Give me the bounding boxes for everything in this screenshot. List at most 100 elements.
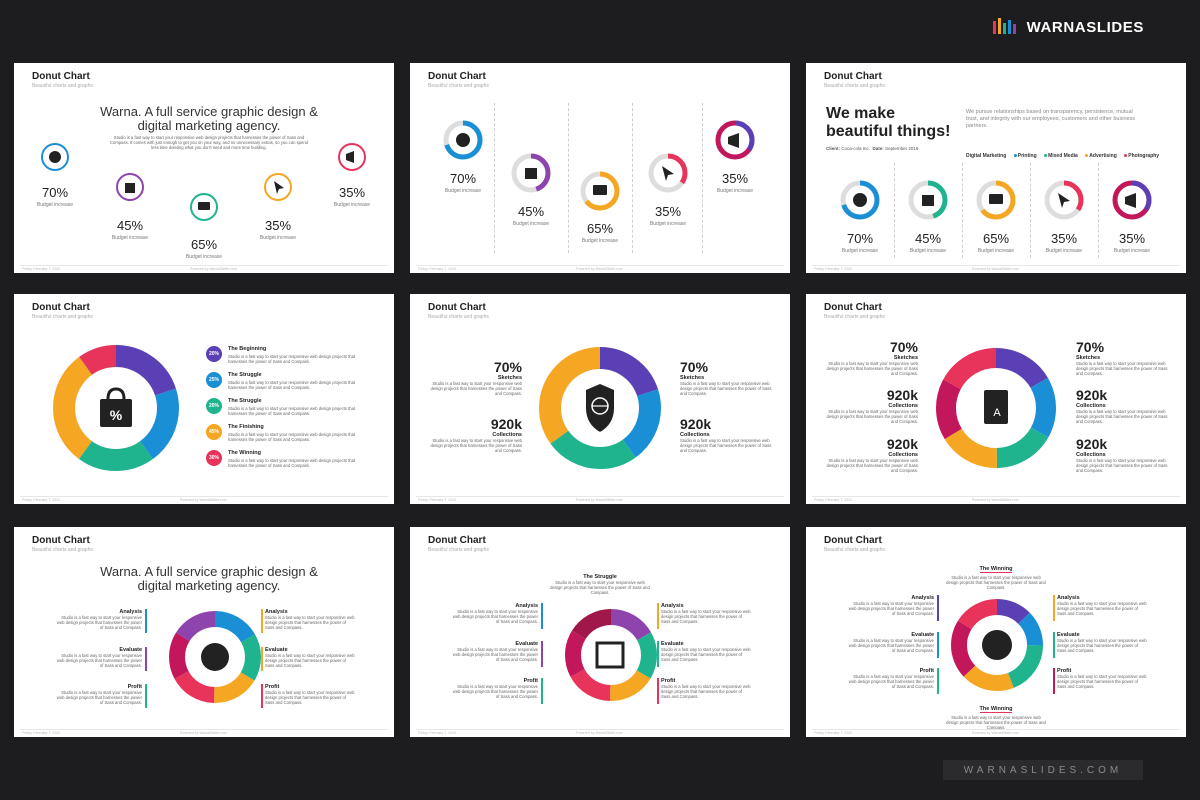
pct-caption: Budget increase: [444, 188, 482, 194]
pct-value: 35%: [1050, 231, 1078, 246]
slide-subtitle: Beautiful charts and graphs: [824, 314, 885, 320]
label-block: Analysis Studio is a fast way to start yo…: [848, 595, 934, 617]
legend-desc: Studio is a fast way to start your respo…: [228, 380, 356, 391]
slide-7[interactable]: Donut Chart Beautiful charts and graphs …: [14, 527, 394, 737]
slide-title: Donut Chart: [32, 71, 90, 82]
top-label-block: The Winning Studio is a fast way to star…: [946, 566, 1046, 591]
footer-credit: Powered by WarnaSlides.com: [576, 498, 623, 502]
shopping-bag-ring-icon: [116, 173, 144, 201]
slide-footer: Friday, February 7, 2020 Powered by Warna…: [812, 496, 1180, 502]
slide-subtitle: Beautiful charts and graphs: [824, 547, 885, 553]
stat-label: Collections: [888, 452, 918, 458]
footer-credit: Powered by WarnaSlides.com: [972, 267, 1019, 271]
brand-logo: WARNASLIDES: [992, 18, 1144, 36]
slide-footer: Friday, February 7, 2020 Powered by Warna…: [416, 496, 784, 502]
footer-credit: Powered by WarnaSlides.com: [180, 731, 227, 735]
label-block: Evaluate Studio is a fast way to start yo…: [661, 641, 751, 663]
donut-chart: [539, 347, 661, 469]
pct-caption: Budget increase: [333, 202, 371, 208]
pct-value: 65%: [190, 237, 218, 252]
cube-icon: [595, 641, 625, 669]
stat-desc: Studio is a fast way to start your respo…: [1076, 458, 1168, 474]
slide-footer: Friday, February 7, 2020 Powered by Warna…: [20, 496, 388, 502]
svg-text:A: A: [993, 407, 1001, 419]
heading: We make beautiful things!: [826, 105, 951, 140]
stat-value: 920k: [490, 416, 522, 432]
legend-desc: Studio is a fast way to start your respo…: [228, 354, 356, 365]
tag: Printing: [1013, 153, 1037, 159]
heading: Warna. A full service graphic design & d…: [100, 104, 318, 133]
stat-value: 70%: [493, 359, 522, 375]
stat-label: Sketches: [497, 375, 522, 381]
footer-credit: Powered by WarnaSlides.com: [190, 267, 237, 271]
legend-label: The Finishing: [228, 424, 264, 430]
stat-value: 920k: [886, 387, 918, 403]
slide-footer: Friday, February 7, 2020 Powered by Warna…: [416, 265, 784, 271]
stat-desc: Studio is a fast way to start your respo…: [1076, 409, 1168, 425]
slide-9[interactable]: Donut Chart Beautiful charts and graphs …: [806, 527, 1186, 737]
megaphone-donut-icon: [715, 120, 755, 160]
legend-item: 20% The Beginning Studio is a fast way t…: [206, 346, 386, 372]
stat-block: 70% Sketches Studio is a fast way to sta…: [1076, 339, 1168, 377]
brand-bars-icon: [992, 18, 1016, 34]
slide-1[interactable]: Donut Chart Beautiful charts and graphs …: [14, 63, 394, 273]
slide-title: Donut Chart: [32, 535, 90, 546]
stat-block: 920k Collections Studio is a fast way to…: [680, 416, 772, 454]
svg-text:%: %: [110, 407, 123, 423]
legend-label: The Struggle: [228, 398, 262, 404]
slide-3[interactable]: Donut Chart Beautiful charts and graphs …: [806, 63, 1186, 273]
pct-caption: Budget increase: [909, 248, 947, 254]
stat-label: Collections: [888, 403, 918, 409]
chat-donut-icon: [580, 171, 620, 211]
megaphone-donut-icon: [1112, 180, 1152, 220]
slide-8[interactable]: Donut Chart Beautiful charts and graphs …: [410, 527, 790, 737]
pct-caption: Budget increase: [512, 221, 550, 227]
footer-date: Friday, February 7, 2020: [814, 731, 853, 735]
slide-subtitle: Beautiful charts and graphs: [428, 547, 489, 553]
slide-subtitle: Beautiful charts and graphs: [824, 83, 885, 89]
footer-credit: Powered by WarnaSlides.com: [972, 498, 1019, 502]
stat-block: 920k Collections Studio is a fast way to…: [1076, 387, 1168, 425]
pct-caption: Budget increase: [649, 221, 687, 227]
pct-caption: Budget increase: [716, 188, 754, 194]
label-block: Analysis Studio is a fast way to start yo…: [452, 603, 538, 625]
pct-value: 45%: [914, 231, 942, 246]
donut-chart: [951, 599, 1043, 691]
donut-chart: A: [936, 348, 1056, 468]
body-text: Studio is a fast way to start your respo…: [109, 135, 308, 151]
label-block: Profit Studio is a fast way to start your…: [661, 678, 751, 700]
slide-6[interactable]: Donut Chart Beautiful charts and graphs …: [806, 294, 1186, 504]
slide-4[interactable]: Donut Chart Beautiful charts and graphs …: [14, 294, 394, 504]
legend-item: 20% The Struggle Studio is a fast way to…: [206, 398, 386, 424]
pct-value: 35%: [721, 171, 749, 186]
slide-title: Donut Chart: [824, 71, 882, 82]
pct-value: 65%: [982, 231, 1010, 246]
slide-5[interactable]: Donut Chart Beautiful charts and graphs …: [410, 294, 790, 504]
label-block: Analysis Studio is a fast way to start yo…: [1057, 595, 1147, 617]
legend-badge: 20%: [206, 398, 222, 414]
label-block: Profit Studio is a fast way to start your…: [265, 684, 355, 706]
pct-caption: Budget increase: [977, 248, 1015, 254]
bottom-label-block: The Winning Studio is a fast way to star…: [946, 706, 1046, 731]
slide-2[interactable]: Donut Chart Beautiful charts and graphs …: [410, 63, 790, 273]
stat-block: 920k Collections Studio is a fast way to…: [1076, 436, 1168, 474]
pct-value: 45%: [116, 218, 144, 233]
bag-donut-icon: [908, 180, 948, 220]
label-block: Profit Studio is a fast way to start your…: [452, 678, 538, 700]
stat-block: 920k Collections Studio is a fast way to…: [826, 387, 918, 425]
shield-globe-icon: [586, 384, 614, 432]
slide-subtitle: Beautiful charts and graphs: [32, 83, 93, 89]
pct-caption: Budget increase: [1113, 248, 1151, 254]
footer-date: Friday, February 7, 2020: [22, 498, 61, 502]
pct-caption: Budget increase: [581, 238, 619, 244]
network-icon: [201, 643, 229, 671]
shopping-bag-icon: [100, 399, 132, 427]
slide-title: Donut Chart: [428, 71, 486, 82]
label-block: Profit Studio is a fast way to start your…: [1057, 668, 1147, 690]
tag: Mixed Media: [1044, 153, 1078, 159]
legend-badge: 20%: [206, 346, 222, 362]
megaphone-ring-icon: [338, 143, 366, 171]
stat-desc: Studio is a fast way to start your respo…: [826, 458, 918, 474]
stat-label: Collections: [1076, 452, 1106, 458]
donut-chart: [169, 611, 261, 703]
